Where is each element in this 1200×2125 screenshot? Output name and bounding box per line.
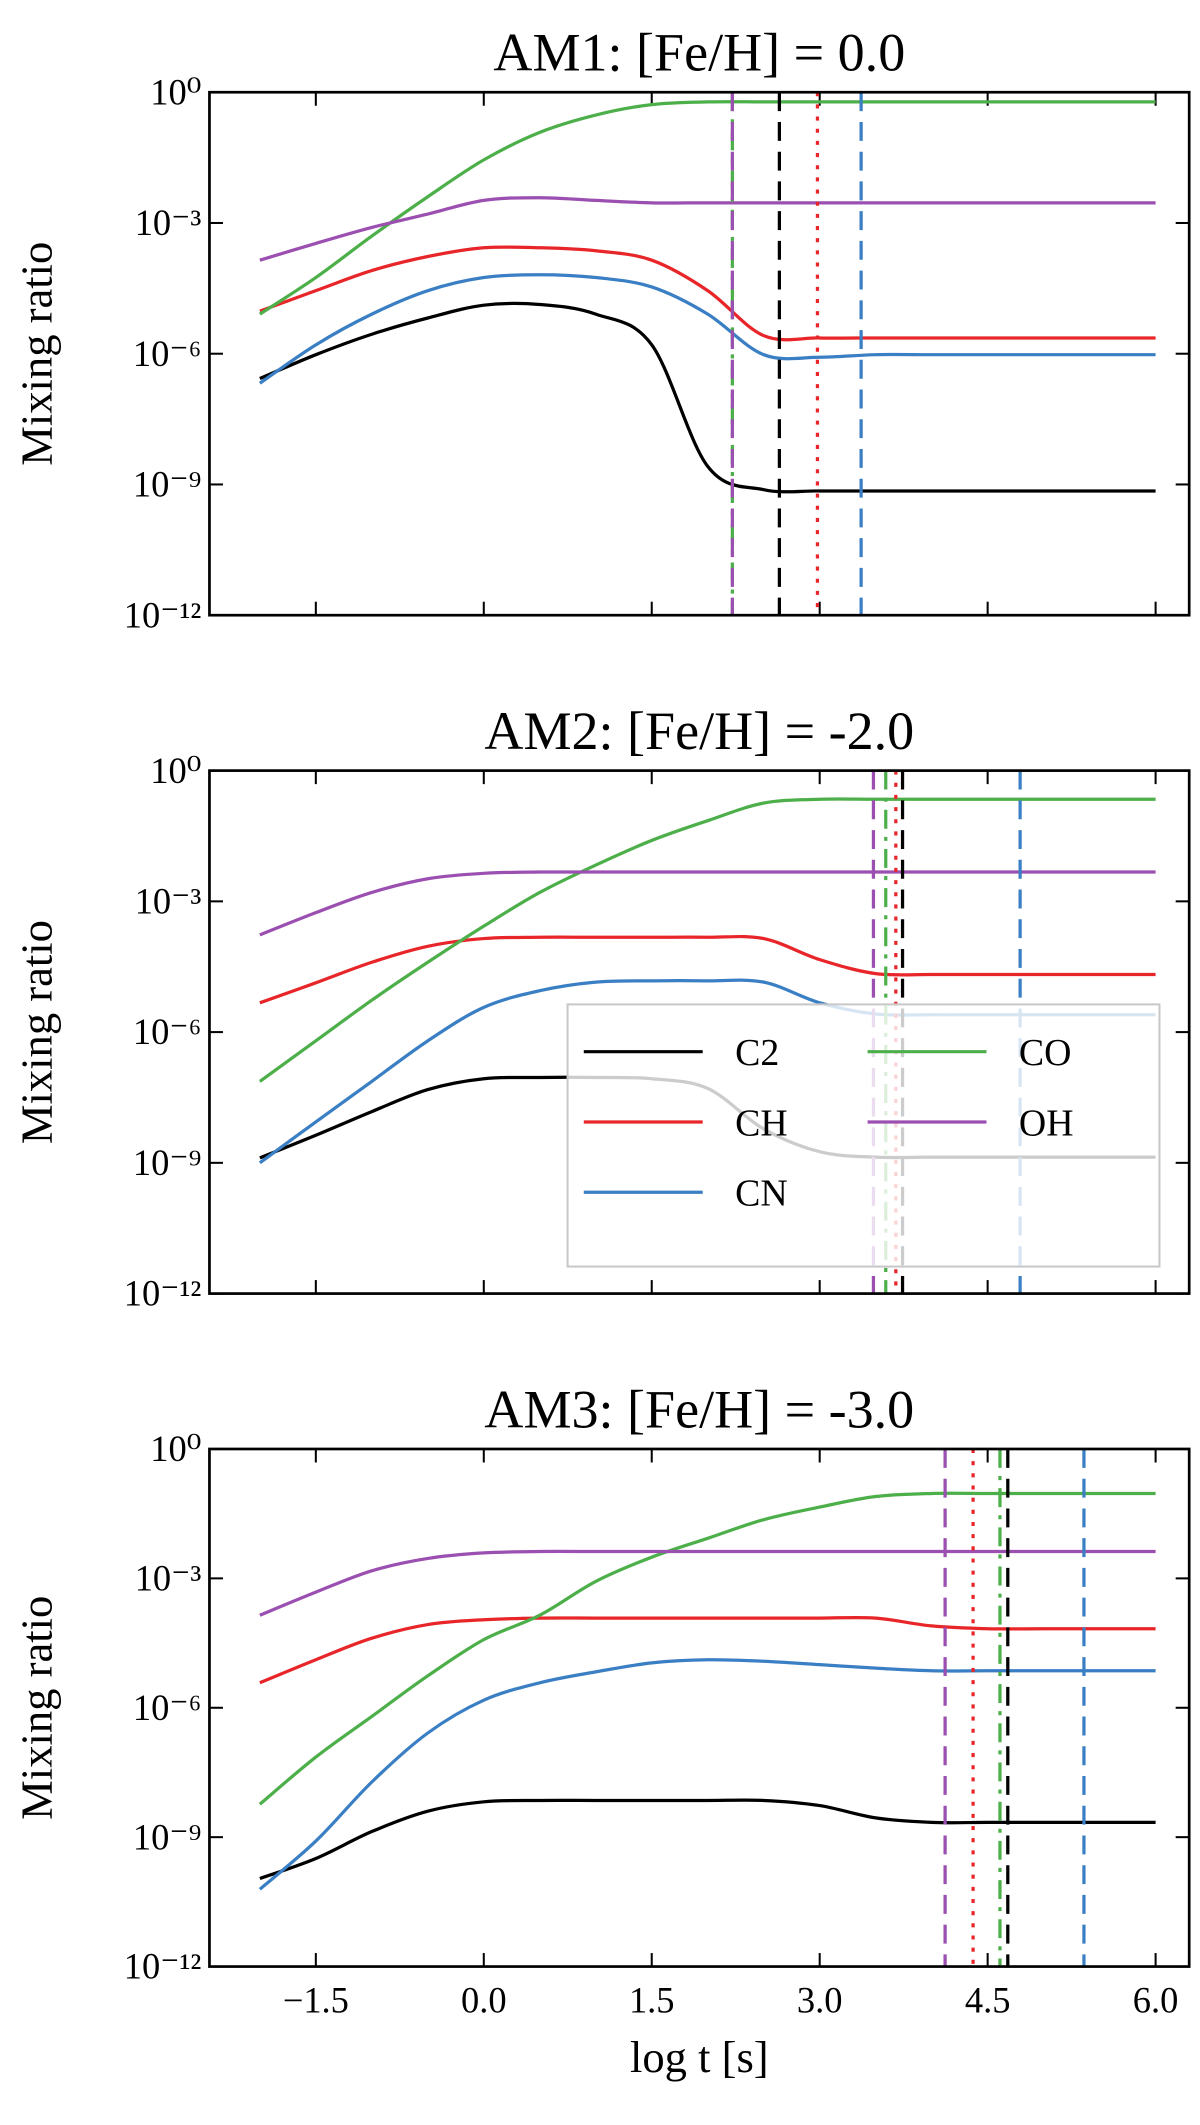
series-line	[259, 196, 1156, 262]
y-axis-label: Mixing ratio	[11, 920, 61, 1144]
x-tick-label: 6.0	[1133, 1980, 1179, 2021]
y-tick-label: 10⁻¹²	[124, 594, 202, 635]
subplot-title: AM2: [Fe/H] = -2.0	[484, 701, 914, 761]
series-line	[259, 1615, 1156, 1685]
y-axis-label: Mixing ratio	[11, 1596, 61, 1820]
y-axis-label: Mixing ratio	[11, 242, 61, 466]
x-tick-label: −1.5	[283, 1980, 349, 2021]
legend-label: OH	[1019, 1102, 1074, 1144]
x-tick-label: 4.5	[965, 1980, 1011, 2021]
legend-box	[566, 1003, 1161, 1268]
series-line	[258, 100, 1156, 316]
axes-frame	[208, 1447, 1191, 1968]
y-tick-label: 10⁰	[150, 1428, 201, 1469]
y-tick-label: 10⁻⁶	[133, 1011, 201, 1052]
legend-label: CN	[735, 1173, 788, 1215]
legend-label: C2	[735, 1032, 779, 1074]
plot-area	[258, 1448, 1156, 1967]
y-tick-label: 10⁻⁶	[133, 333, 201, 374]
series-line	[259, 1798, 1156, 1881]
series-line	[258, 1658, 1156, 1891]
series-line	[259, 1549, 1156, 1617]
series-line	[259, 870, 1156, 937]
plot-area	[258, 92, 1156, 616]
series-line	[259, 301, 1156, 494]
axes-frame	[208, 90, 1191, 617]
x-tick-label: 0.0	[461, 1980, 507, 2021]
series-line	[259, 245, 1156, 342]
series-line	[258, 1491, 1156, 1806]
y-tick-label: 10⁰	[150, 71, 201, 112]
series-line	[258, 273, 1156, 385]
subplot: AM2: [Fe/H] = -2.0 Mixing ratio 10⁻¹² 10⁻⁹ 1…	[11, 701, 1191, 1314]
y-tick-label: 10⁰	[150, 750, 201, 791]
y-tick-label: 10⁻¹²	[124, 1946, 202, 1987]
y-tick-label: 10⁻³	[135, 202, 202, 243]
subplot-title: AM1: [Fe/H] = 0.0	[493, 23, 905, 83]
y-tick-label: 10⁻³	[135, 881, 202, 922]
y-tick-label: 10⁻⁹	[133, 464, 201, 505]
subplot-title: AM3: [Fe/H] = -3.0	[484, 1379, 914, 1439]
legend-label: CH	[735, 1102, 788, 1144]
legend: C2 CH CN CO OH	[566, 1003, 1161, 1268]
y-tick-label: 10⁻⁹	[133, 1142, 201, 1183]
subplot: AM3: [Fe/H] = -3.0 Mixing ratio log t [s] 1…	[11, 1379, 1191, 2082]
series-line	[259, 934, 1156, 1005]
axes-frame	[208, 769, 1191, 1295]
y-tick-label: 10⁻³	[135, 1558, 202, 1599]
x-axis-label: log t [s]	[630, 2032, 769, 2082]
x-tick-label: 3.0	[797, 1980, 843, 2021]
y-tick-label: 10⁻¹²	[124, 1273, 202, 1314]
series-line	[258, 797, 1156, 1083]
legend-label: CO	[1019, 1032, 1072, 1074]
subplot: AM1: [Fe/H] = 0.0 Mixing ratio 10⁻¹² 10⁻⁹ 10…	[11, 23, 1191, 635]
y-tick-label: 10⁻⁶	[133, 1687, 201, 1728]
x-tick-label: 1.5	[629, 1980, 675, 2021]
y-tick-label: 10⁻⁹	[133, 1816, 201, 1857]
